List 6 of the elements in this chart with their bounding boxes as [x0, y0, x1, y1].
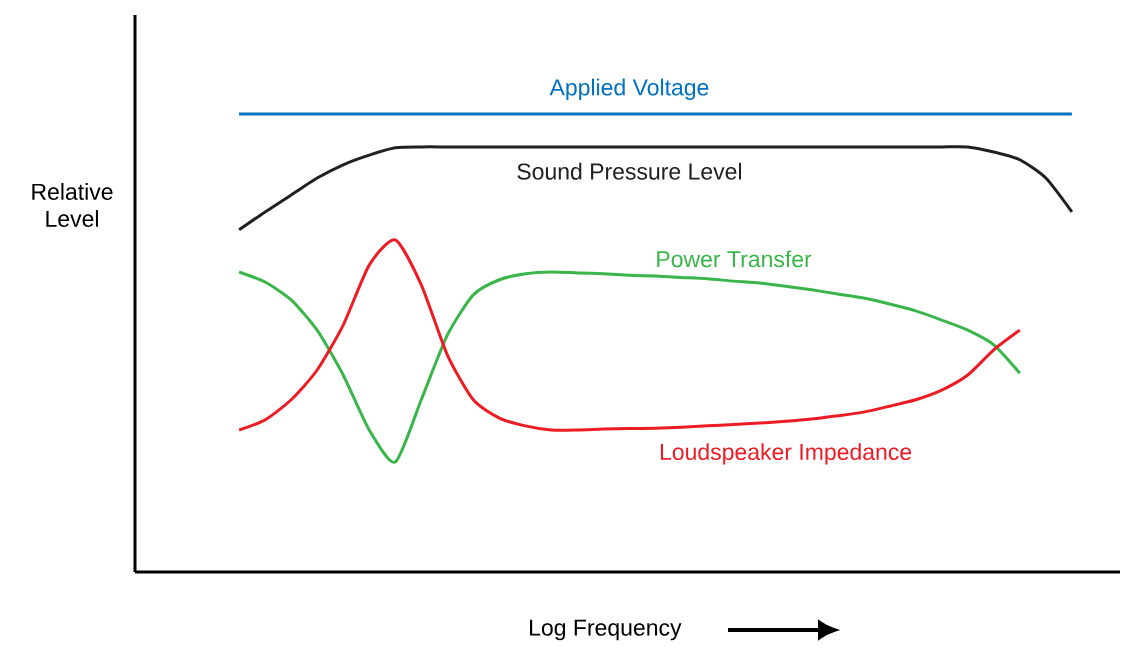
series-label: Loudspeaker Impedance — [660, 443, 912, 465]
y-axis-title: Relative Level — [32, 183, 113, 227]
series-label: Applied Voltage — [549, 78, 709, 101]
series-label: Sound Pressure Level — [517, 162, 742, 180]
x-axis-title: Log Frequency — [530, 619, 682, 641]
series-label: Power Transfer — [657, 250, 812, 268]
